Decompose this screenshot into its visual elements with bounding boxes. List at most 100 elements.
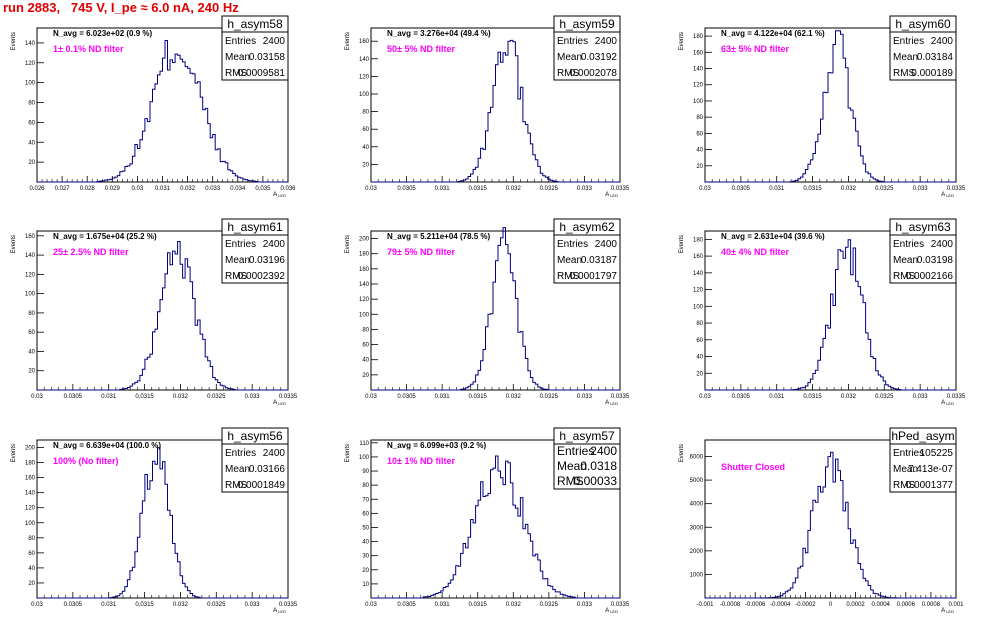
x-tick-label: 0.03	[365, 602, 377, 608]
x-axis-label: A LED	[941, 608, 954, 614]
y-tick-label: 120	[359, 297, 370, 303]
histogram-series	[371, 455, 620, 599]
y-tick-label: 90	[362, 469, 369, 475]
y-tick-label: 140	[693, 271, 704, 277]
stats-title: h_asym61	[227, 220, 283, 234]
stats-title: hPed_asym	[891, 429, 954, 443]
stats-label-entries: Entries	[225, 239, 256, 250]
stats-value-mean: 0.03158	[249, 52, 286, 63]
stats-value-entries: 2400	[595, 36, 618, 47]
x-tick-label: 0.028	[80, 186, 96, 192]
x-tick-label: 0.0325	[540, 602, 559, 608]
x-tick-label: 0.0325	[875, 394, 894, 400]
x-tick-label: 0.033	[577, 602, 593, 608]
y-tick-label: 5000	[690, 478, 704, 484]
stats-title: h_asym59	[559, 17, 615, 31]
y-tick-label: 180	[693, 34, 704, 40]
x-tick-label: 0.034	[230, 186, 246, 192]
stats-label-entries: Entries	[225, 36, 256, 47]
y-tick-label: 100	[359, 312, 370, 318]
x-axis-label: A LED	[605, 400, 618, 406]
y-tick-label: 140	[693, 67, 704, 73]
x-tick-label: 0.0315	[803, 394, 822, 400]
stats-value-entries: 2400	[931, 239, 954, 250]
stats-label-rms: RMS	[893, 480, 916, 491]
x-tick-label: 0.03	[699, 394, 711, 400]
y-tick-label: 2000	[690, 549, 704, 555]
y-tick-label: 20	[696, 371, 703, 377]
x-tick-label: 0.03	[365, 394, 377, 400]
stats-label-mean: Mean	[893, 52, 918, 63]
x-tick-label: 0.0315	[469, 394, 488, 400]
stats-value-rms: 0.0001797	[570, 271, 618, 282]
histogram-series	[371, 39, 620, 183]
x-tick-label: 0.029	[105, 186, 121, 192]
stats-box	[221, 218, 289, 284]
y-tick-label: 120	[25, 61, 36, 67]
y-tick-label: 80	[28, 311, 35, 317]
y-tick-label: 80	[696, 115, 703, 121]
navg-label: N_avg = 5.211e+04 (78.5 %)	[387, 232, 491, 241]
plot-frame	[370, 439, 621, 599]
stats-value-entries: 2400	[931, 36, 954, 47]
stats-label-rms: RMS	[557, 271, 580, 282]
y-axis-label: Events	[11, 32, 17, 50]
x-tick-label: -0.001	[696, 602, 714, 608]
stats-label-rms: RMS	[557, 474, 584, 488]
y-tick-label: 1000	[690, 572, 704, 578]
y-tick-label: 120	[693, 288, 704, 294]
y-tick-label: 4000	[690, 502, 704, 508]
x-tick-label: 0.032	[173, 602, 189, 608]
x-tick-label: 0.031	[435, 602, 451, 608]
y-tick-label: 40	[362, 358, 369, 364]
y-tick-label: 140	[25, 253, 36, 259]
y-tick-label: 120	[693, 83, 704, 89]
stats-value-entries: 2400	[263, 36, 286, 47]
plot-frame	[370, 230, 621, 391]
y-tick-label: 20	[28, 581, 35, 587]
stats-value-mean: 0.03187	[581, 255, 618, 266]
x-tick-label: 0.0315	[469, 186, 488, 192]
x-tick-label: 0.033	[245, 602, 261, 608]
y-tick-label: 60	[362, 127, 369, 133]
x-axis-label: A LED	[605, 192, 618, 198]
y-tick-label: 50	[362, 525, 369, 531]
stats-value-rms: 0.0001377	[906, 480, 954, 491]
y-tick-label: 40	[362, 540, 369, 546]
y-tick-label: 100	[693, 99, 704, 105]
x-tick-label: 0.033	[205, 186, 221, 192]
y-tick-label: 100	[25, 521, 36, 527]
y-tick-label: 20	[362, 373, 369, 379]
y-tick-label: 80	[362, 483, 369, 489]
x-tick-label: -0.0008	[720, 602, 741, 608]
navg-label: N_avg = 6.023e+02 (0.9 %)	[53, 29, 153, 38]
x-tick-label: 0.0335	[611, 602, 630, 608]
y-tick-label: 20	[28, 160, 35, 166]
filter-annotation: 100% (No filter)	[53, 456, 119, 466]
histogram-panel-h_asym62: 0.03 0.0305 0.031 0.0315 0.032 0.0325 0.033 0.0…	[345, 218, 630, 406]
plot-frame	[704, 230, 957, 391]
stats-title: h_asym57	[559, 429, 615, 443]
stats-title: h_asym60	[895, 17, 951, 31]
x-tick-label: 0.033	[913, 186, 929, 192]
y-tick-label: 100	[25, 292, 36, 298]
x-tick-label: 0.0008	[922, 602, 941, 608]
x-tick-label: 0.035	[255, 186, 271, 192]
y-tick-label: 60	[28, 330, 35, 336]
y-axis-label: Events	[679, 32, 685, 50]
x-tick-label: 0.032	[506, 394, 522, 400]
y-tick-label: 40	[696, 355, 703, 361]
stats-value-rms: 0.0001849	[238, 480, 286, 491]
x-axis-label: A LED	[941, 400, 954, 406]
stats-title: h_asym62	[559, 220, 615, 234]
x-tick-label: 0.032	[506, 186, 522, 192]
stats-label-entries: Entries	[893, 239, 924, 250]
stats-value-entries: 2400	[590, 444, 617, 458]
filter-annotation: 40± 4% ND filter	[721, 247, 789, 257]
y-tick-label: 80	[28, 536, 35, 542]
navg-label: N_avg = 3.276e+04 (49.4 %)	[387, 29, 491, 38]
y-tick-label: 20	[362, 568, 369, 574]
x-tick-label: 0.033	[245, 394, 261, 400]
x-tick-label: 0.0315	[135, 602, 154, 608]
